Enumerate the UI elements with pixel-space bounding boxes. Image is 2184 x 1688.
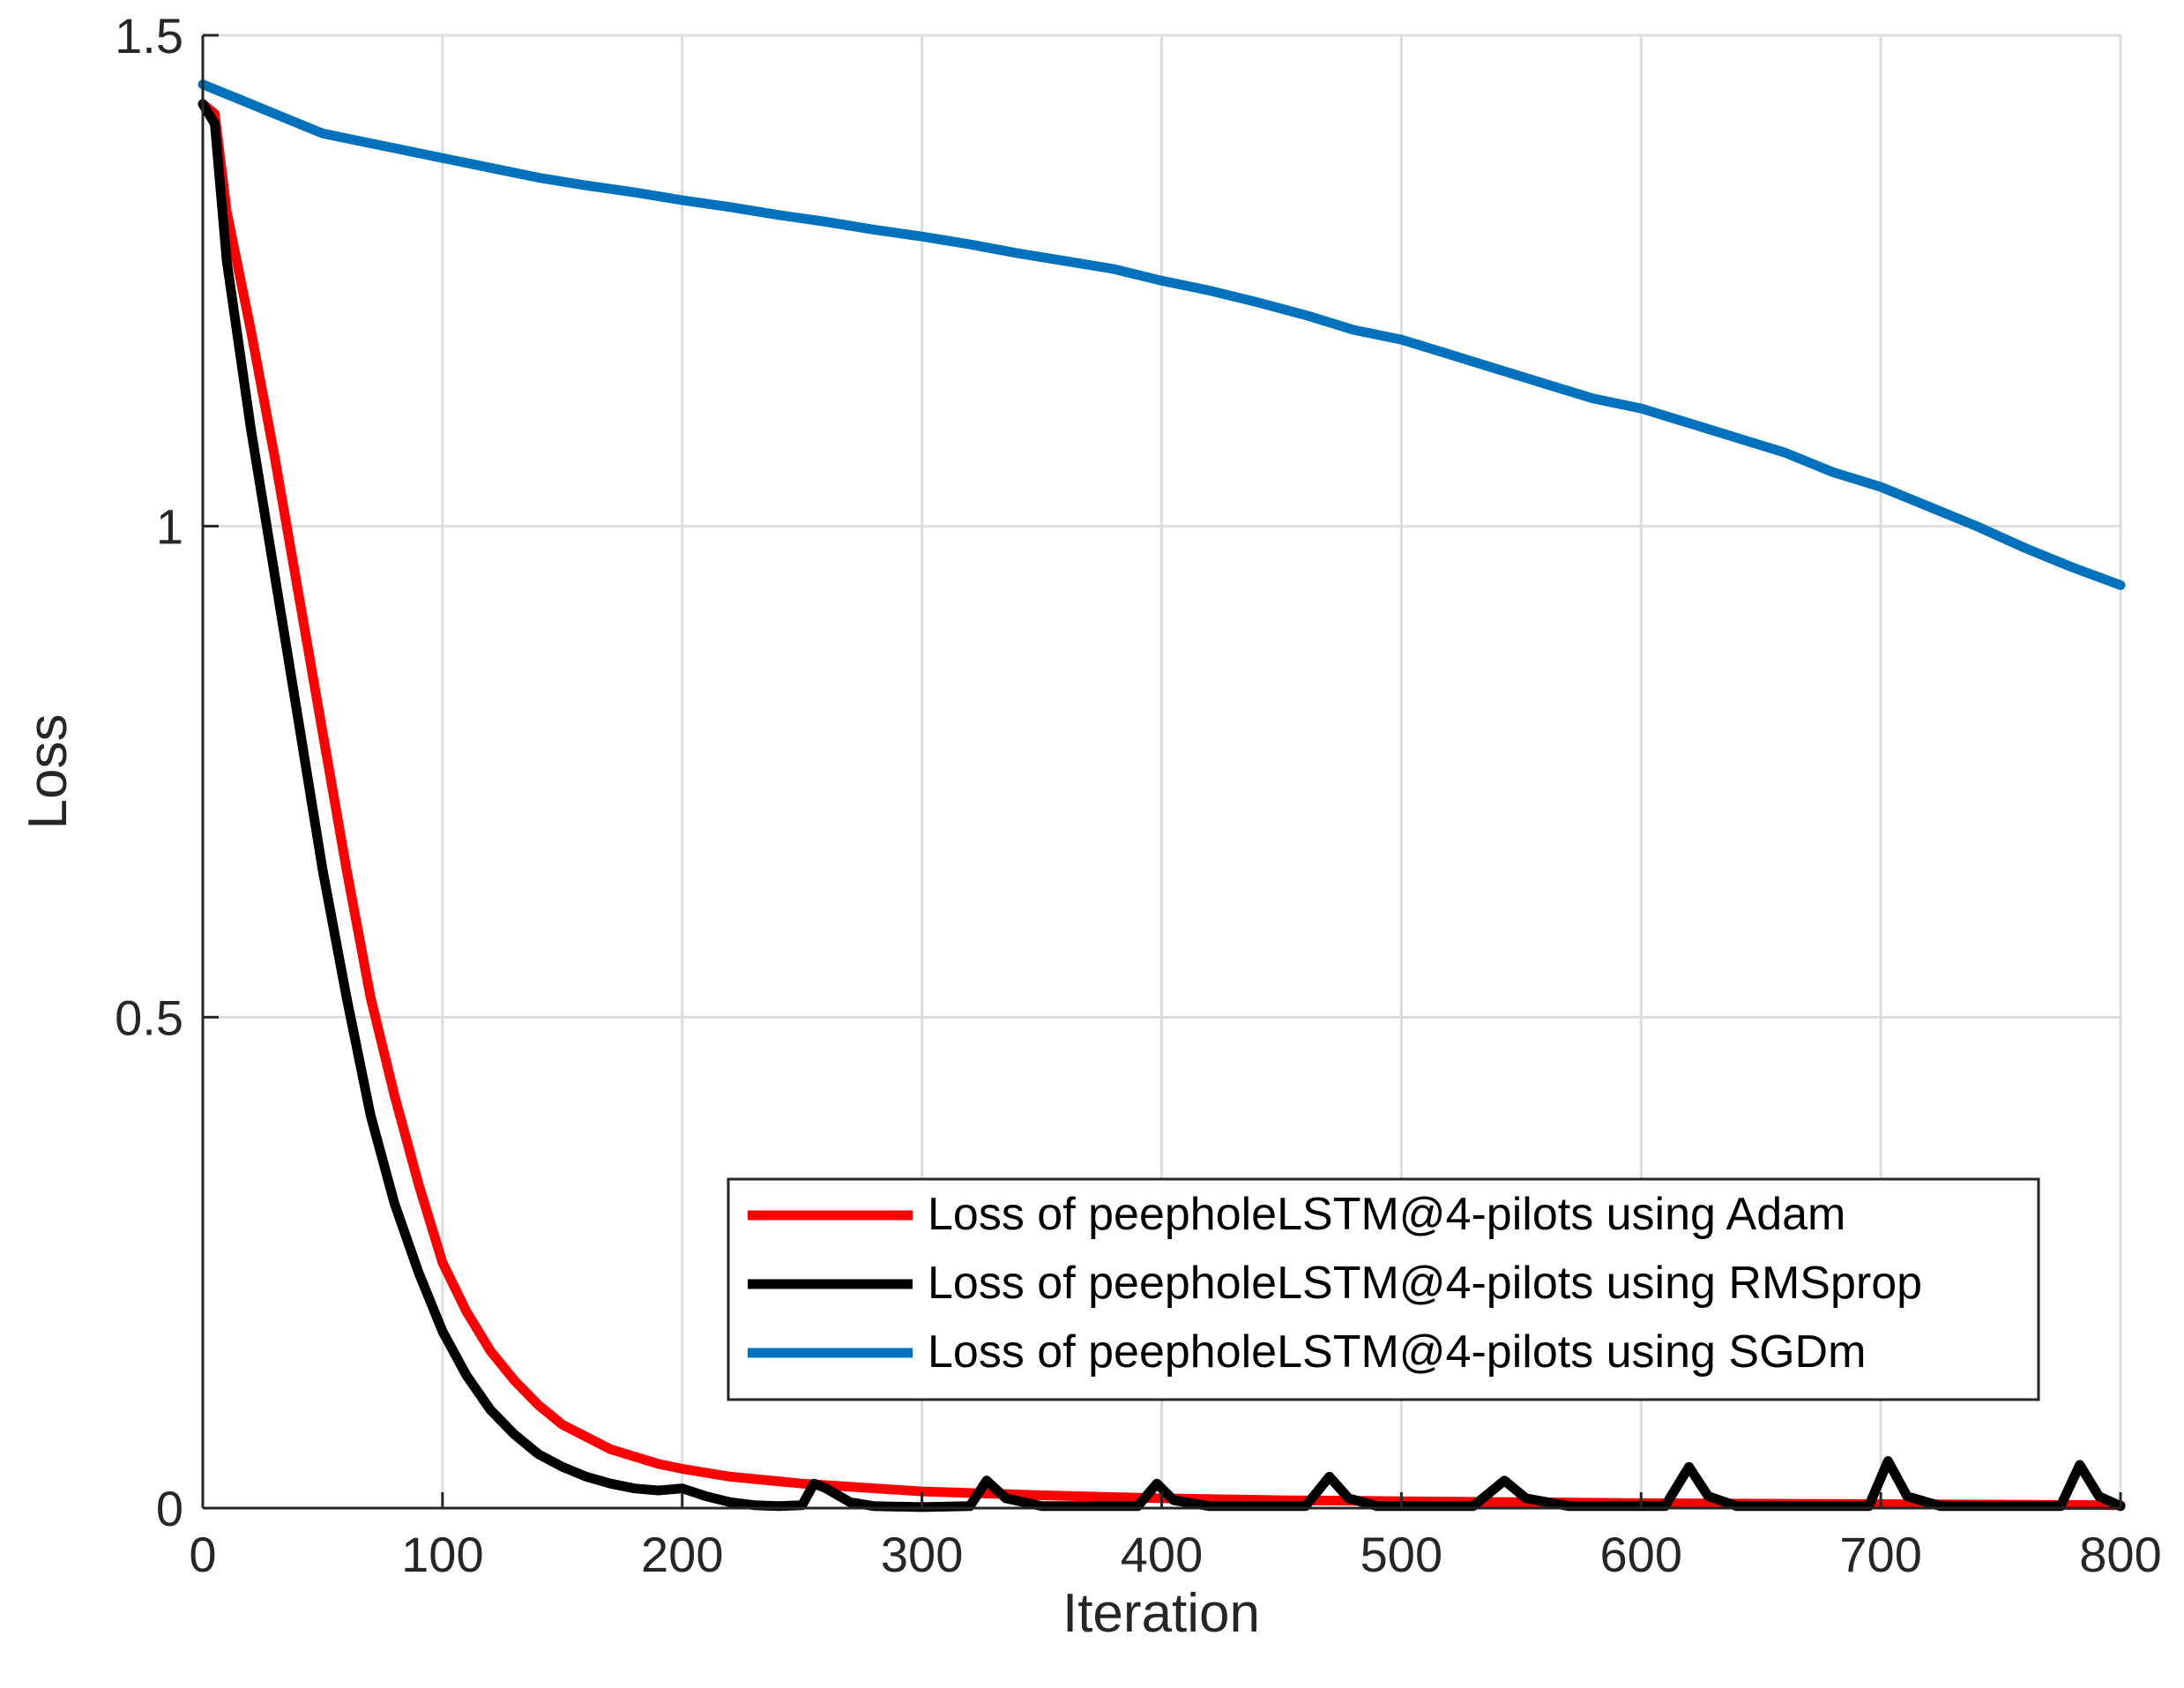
y-tick-label: 1.5: [115, 8, 183, 63]
y-tick-label: 1: [156, 499, 183, 555]
sgdm-loss-line: [198, 79, 2126, 590]
y-tick-labels: 0 0.5 1 1.5: [115, 8, 219, 1536]
rmsprop-loss-line: [198, 99, 2126, 1512]
x-tick-label: 200: [641, 1527, 723, 1582]
legend-entry-rmsprop-label: Loss of peepholeLSTM@4-pilots using RMSp…: [928, 1258, 1922, 1309]
x-tick-label: 600: [1600, 1527, 1682, 1582]
legend-entry-adam-label: Loss of peepholeLSTM@4-pilots using Adam: [928, 1189, 1845, 1240]
legend: Loss of peepholeLSTM@4-pilots using Adam…: [727, 1177, 2040, 1401]
x-tick-label: 300: [881, 1527, 963, 1582]
x-tick-label: 400: [1121, 1527, 1203, 1582]
x-tick-label: 800: [2079, 1527, 2161, 1582]
x-axis-title: Iteration: [1062, 1583, 1260, 1644]
legend-entry-sgdm-label: Loss of peepholeLSTM@4-pilots using SGDm: [928, 1326, 1866, 1378]
y-axis-title: Loss: [18, 714, 78, 830]
x-tick-label: 700: [1839, 1527, 1921, 1582]
y-tick-label: 0.5: [115, 990, 183, 1045]
legend-box: [727, 1177, 2040, 1401]
x-tick-label: 100: [401, 1527, 483, 1582]
y-gridlines: [203, 34, 2121, 1019]
x-tick-label: 0: [189, 1527, 216, 1582]
legend-items: Loss of peepholeLSTM@4-pilots using Adam…: [748, 1189, 1922, 1378]
x-tick-labels: 0 100 200 300 400 500 600 700 800: [189, 1492, 2162, 1582]
y-tick-label: 0: [156, 1481, 183, 1536]
series-lines: [198, 79, 2126, 1512]
x-tick-label: 500: [1360, 1527, 1442, 1582]
